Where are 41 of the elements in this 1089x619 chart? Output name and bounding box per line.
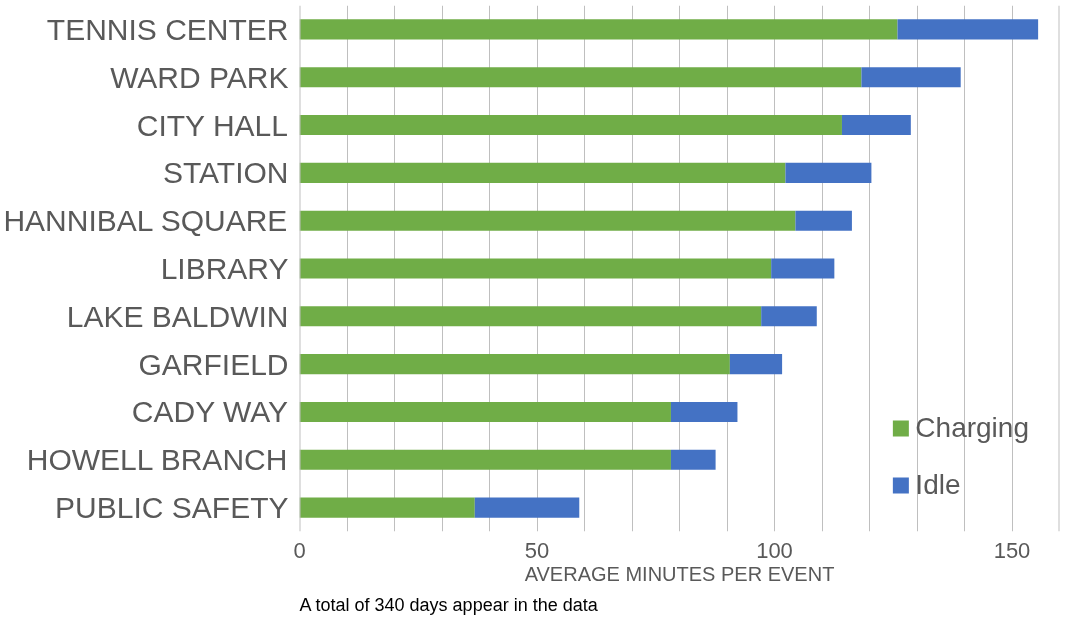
bar	[771, 258, 835, 279]
bar	[299, 162, 786, 183]
bar	[299, 210, 796, 231]
bar	[761, 306, 817, 327]
bar	[841, 115, 911, 136]
bar	[299, 354, 730, 375]
y-tick-label: LAKE BALDWIN	[66, 299, 289, 333]
bar	[861, 67, 961, 88]
y-tick-label: LIBRARY	[160, 252, 289, 285]
x-tick-label: 100	[756, 537, 793, 563]
y-tick-label: HANNIBAL SQUARE	[3, 204, 288, 238]
x-axis-title: AVERAGE MINUTES PER EVENT	[524, 562, 835, 585]
legend-label: Charging	[915, 412, 1029, 444]
x-tick-label: 150	[993, 537, 1031, 563]
bar	[729, 354, 783, 375]
y-tick-label: CITY HALL	[136, 108, 288, 142]
bar	[897, 19, 1039, 40]
bar	[785, 162, 872, 183]
x-tick-label: 0	[293, 537, 306, 563]
bar	[299, 258, 772, 279]
bar	[299, 449, 671, 470]
legend-label: Idle	[915, 469, 961, 501]
bar	[474, 497, 580, 518]
bar	[795, 210, 852, 231]
y-tick-label: HOWELL BRANCH	[26, 443, 288, 477]
bar	[670, 449, 716, 470]
y-tick-label: PUBLIC SAFETY	[55, 491, 289, 525]
y-tick-label: TENNIS CENTER	[46, 12, 289, 46]
bar	[670, 401, 738, 422]
y-tick-label: WARD PARK	[110, 60, 289, 94]
y-tick-label: GARFIELD	[138, 347, 289, 381]
y-tick-label: CADY WAY	[131, 395, 288, 429]
bar	[299, 67, 862, 88]
bar	[299, 115, 842, 136]
text: A total of 340 days appear in the data	[299, 594, 599, 615]
y-tick-label: STATION	[162, 156, 289, 190]
x-tick-label: 50	[524, 537, 550, 563]
bar	[299, 497, 475, 518]
bar	[299, 306, 762, 327]
bar	[299, 19, 898, 40]
bar	[299, 401, 671, 422]
